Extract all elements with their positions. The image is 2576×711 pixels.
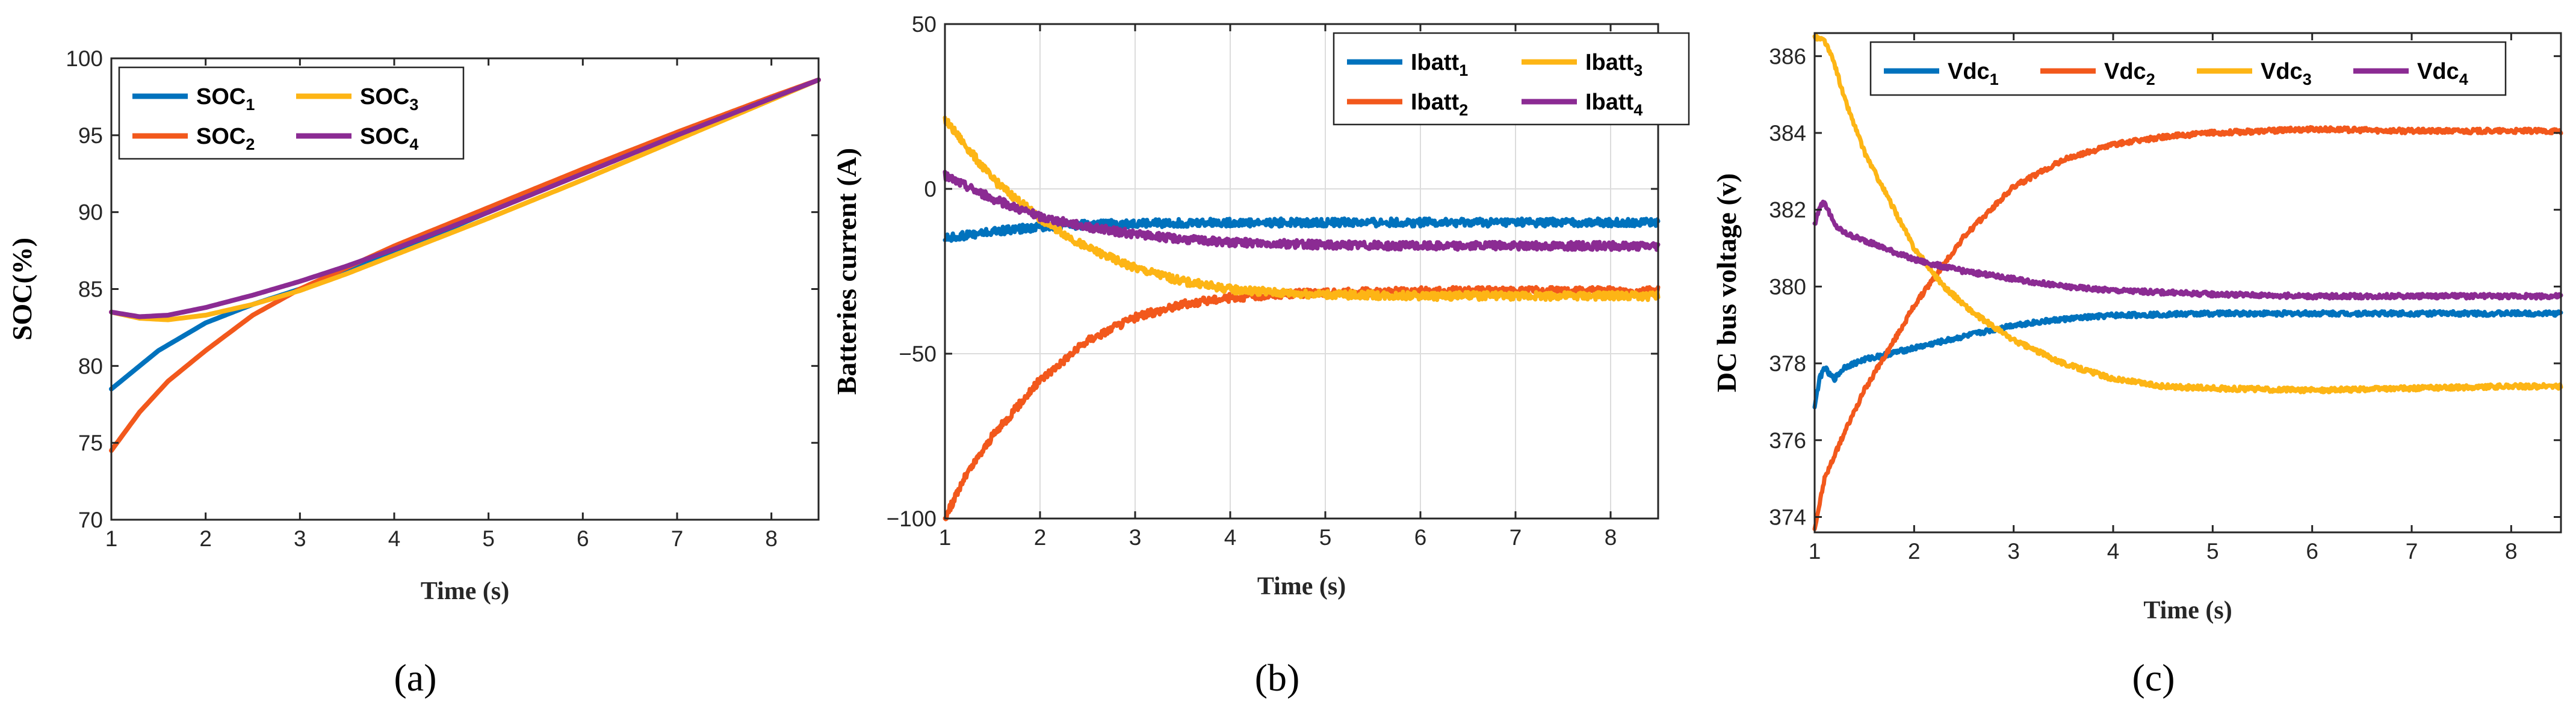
panel-label: (a) (394, 656, 436, 699)
y-tick-label: 386 (1769, 44, 1806, 69)
panel-label: (b) (1255, 656, 1300, 699)
legend-entry: Vdc3 (2261, 59, 2312, 88)
x-tick-label: 7 (2406, 539, 2418, 564)
legend-entry: SOC3 (360, 84, 418, 114)
x-tick-label: 4 (2107, 539, 2120, 564)
panel-label: (c) (2132, 656, 2175, 699)
x-tick-label: 4 (388, 526, 401, 551)
chart-b: 1 2 3 4 5 6 7 8 −100 −50 0 50 Time (s) Batteries curr… (831, 12, 1690, 699)
y-tick-label: 374 (1769, 505, 1806, 529)
x-tick-label: 2 (199, 526, 212, 551)
chart-c: 1 2 3 4 5 6 7 8 374 376 378 380 382 384 386 Time (s) DC … (1711, 32, 2563, 699)
x-tick-label: 6 (1414, 525, 1427, 550)
series-line-soc3 (109, 77, 821, 322)
legend-entry: SOC2 (196, 124, 255, 153)
series-line-ibatt4 (943, 170, 1661, 252)
x-tick-label: 7 (671, 526, 684, 551)
y-tick-label: 382 (1769, 198, 1806, 223)
x-tick-label: 3 (1129, 525, 1142, 550)
legend: SOC1 SOC2 SOC3 SOC4 (118, 66, 465, 160)
legend: Vdc1 Vdc2 Vdc3 Vdc4 (1869, 41, 2507, 96)
x-tick-label: 6 (577, 526, 589, 551)
legend-entry: Ibatt2 (1411, 90, 1468, 119)
series-line-ibatt3 (943, 115, 1661, 303)
y-axis-label: SOC(%) (7, 238, 37, 340)
series-line-vdc4 (1812, 199, 2563, 301)
x-tick-label: 8 (765, 526, 778, 551)
legend-entry: Ibatt3 (1585, 50, 1643, 79)
series-line-vdc2 (1812, 125, 2563, 531)
axes-box (944, 23, 1659, 520)
x-axis-label: Time (s) (421, 577, 509, 605)
legend-entry: Vdc2 (2104, 59, 2155, 88)
x-tick-label: 1 (105, 526, 118, 551)
x-tick-label: 8 (2505, 539, 2518, 564)
x-tick-label: 1 (939, 525, 952, 550)
y-tick-label: 384 (1769, 121, 1806, 146)
y-tick-label: 50 (912, 12, 937, 37)
x-tick-label: 8 (1605, 525, 1617, 550)
legend-entry: Ibatt4 (1585, 90, 1643, 119)
y-tick-label: 378 (1769, 351, 1806, 376)
y-tick-label: 75 (78, 431, 103, 455)
x-tick-label: 4 (1224, 525, 1237, 550)
x-axis-label: Time (s) (2143, 597, 2232, 624)
series-line-soc2 (109, 77, 821, 453)
y-tick-label: −50 (899, 342, 937, 366)
chart-a: 1 2 3 4 5 6 7 8 70 75 80 85 90 95 100 Time (s) SOC(%) (a)… (7, 46, 821, 699)
y-tick-label: 80 (78, 354, 103, 378)
x-tick-label: 5 (2206, 539, 2219, 564)
x-tick-label: 6 (2306, 539, 2318, 564)
x-tick-label: 1 (1809, 539, 1821, 564)
x-tick-label: 2 (1908, 539, 1921, 564)
y-axis-label: Batteries current (A) (831, 148, 862, 395)
y-tick-label: 70 (78, 508, 103, 532)
legend-entry: Ibatt1 (1411, 50, 1468, 79)
legend-box (118, 66, 465, 160)
legend-entry: Vdc4 (2417, 59, 2468, 88)
x-tick-label: 3 (294, 526, 306, 551)
axes-box (1813, 32, 2562, 534)
y-tick-label: 90 (78, 200, 103, 225)
x-axis-label: Time (s) (1257, 573, 1346, 600)
y-tick-label: 376 (1769, 428, 1806, 453)
y-tick-label: 100 (66, 46, 103, 71)
x-tick-label: 5 (482, 526, 495, 551)
x-tick-label: 3 (2007, 539, 2020, 564)
y-axis-label: DC bus voltage (v) (1711, 173, 1742, 392)
legend-box (1333, 32, 1690, 126)
series-line-soc4 (109, 77, 821, 319)
y-tick-label: 0 (924, 177, 937, 202)
y-tick-label: 95 (78, 123, 103, 148)
series-line-vdc3 (1812, 34, 2563, 395)
legend-entry: SOC1 (196, 84, 255, 114)
x-tick-label: 7 (1509, 525, 1522, 550)
series-line-vdc1 (1812, 309, 2563, 410)
legend: Ibatt1 Ibatt2 Ibatt3 Ibatt4 (1333, 32, 1690, 126)
legend-entry: SOC4 (360, 124, 418, 153)
legend-entry: Vdc1 (1948, 59, 1999, 88)
x-tick-label: 5 (1319, 525, 1332, 550)
y-tick-label: 380 (1769, 274, 1806, 299)
x-tick-label: 2 (1034, 525, 1047, 550)
plot-area (1815, 33, 2561, 532)
y-tick-label: 85 (78, 277, 103, 302)
y-tick-label: −100 (887, 506, 937, 531)
